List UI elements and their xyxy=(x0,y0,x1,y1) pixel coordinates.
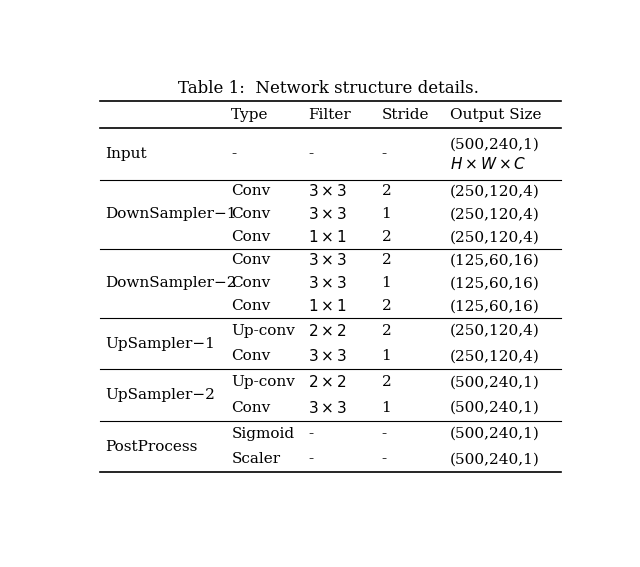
Text: -: - xyxy=(231,147,236,161)
Text: (125,60,16): (125,60,16) xyxy=(449,253,540,267)
Text: (250,120,4): (250,120,4) xyxy=(449,184,540,198)
Text: Sigmoid: Sigmoid xyxy=(231,427,294,441)
Text: $3 \times 3$: $3 \times 3$ xyxy=(308,276,347,291)
Text: -: - xyxy=(308,452,314,467)
Text: -: - xyxy=(381,147,387,161)
Text: Conv: Conv xyxy=(231,349,271,363)
Text: $2 \times 2$: $2 \times 2$ xyxy=(308,374,347,390)
Text: $H \times W \times C$: $H \times W \times C$ xyxy=(449,156,526,172)
Text: 1: 1 xyxy=(381,276,391,290)
Text: 1: 1 xyxy=(381,349,391,363)
Text: (500,240,1): (500,240,1) xyxy=(449,137,540,151)
Text: -: - xyxy=(381,452,387,467)
Text: -: - xyxy=(381,427,387,441)
Text: Conv: Conv xyxy=(231,299,271,314)
Text: Conv: Conv xyxy=(231,276,271,290)
Text: (250,120,4): (250,120,4) xyxy=(449,324,540,338)
Text: 2: 2 xyxy=(381,375,391,389)
Text: (500,240,1): (500,240,1) xyxy=(449,401,540,415)
Text: UpSampler−2: UpSampler−2 xyxy=(105,388,214,402)
Text: 1: 1 xyxy=(381,401,391,415)
Text: $2 \times 2$: $2 \times 2$ xyxy=(308,323,347,338)
Text: (500,240,1): (500,240,1) xyxy=(449,452,540,467)
Text: UpSampler−1: UpSampler−1 xyxy=(105,337,214,350)
Text: (125,60,16): (125,60,16) xyxy=(449,299,540,314)
Text: 2: 2 xyxy=(381,230,391,244)
Text: (125,60,16): (125,60,16) xyxy=(449,276,540,290)
Text: DownSampler−1: DownSampler−1 xyxy=(105,208,236,221)
Text: DownSampler−2: DownSampler−2 xyxy=(105,276,236,290)
Text: Filter: Filter xyxy=(308,108,351,122)
Text: (500,240,1): (500,240,1) xyxy=(449,375,540,389)
Text: Up-conv: Up-conv xyxy=(231,324,295,338)
Text: (500,240,1): (500,240,1) xyxy=(449,427,540,441)
Text: Table 1:  Network structure details.: Table 1: Network structure details. xyxy=(177,81,479,98)
Text: Stride: Stride xyxy=(381,108,429,122)
Text: $1 \times 1$: $1 \times 1$ xyxy=(308,229,347,246)
Text: Scaler: Scaler xyxy=(231,452,280,467)
Text: 2: 2 xyxy=(381,184,391,198)
Text: $3 \times 3$: $3 \times 3$ xyxy=(308,252,347,268)
Text: Conv: Conv xyxy=(231,208,271,221)
Text: Conv: Conv xyxy=(231,401,271,415)
Text: (250,120,4): (250,120,4) xyxy=(449,208,540,221)
Text: -: - xyxy=(308,427,314,441)
Text: 2: 2 xyxy=(381,299,391,314)
Text: $3 \times 3$: $3 \times 3$ xyxy=(308,183,347,200)
Text: Output Size: Output Size xyxy=(449,108,541,122)
Text: $3 \times 3$: $3 \times 3$ xyxy=(308,400,347,416)
Text: Up-conv: Up-conv xyxy=(231,375,295,389)
Text: (250,120,4): (250,120,4) xyxy=(449,230,540,244)
Text: Conv: Conv xyxy=(231,230,271,244)
Text: 2: 2 xyxy=(381,253,391,267)
Text: (250,120,4): (250,120,4) xyxy=(449,349,540,363)
Text: PostProcess: PostProcess xyxy=(105,439,197,454)
Text: Type: Type xyxy=(231,108,269,122)
Text: $1 \times 1$: $1 \times 1$ xyxy=(308,298,347,314)
Text: $3 \times 3$: $3 \times 3$ xyxy=(308,348,347,365)
Text: Input: Input xyxy=(105,147,147,161)
Text: -: - xyxy=(308,147,314,161)
Text: 1: 1 xyxy=(381,208,391,221)
Text: Conv: Conv xyxy=(231,184,271,198)
Text: Conv: Conv xyxy=(231,253,271,267)
Text: 2: 2 xyxy=(381,324,391,338)
Text: $3 \times 3$: $3 \times 3$ xyxy=(308,206,347,222)
